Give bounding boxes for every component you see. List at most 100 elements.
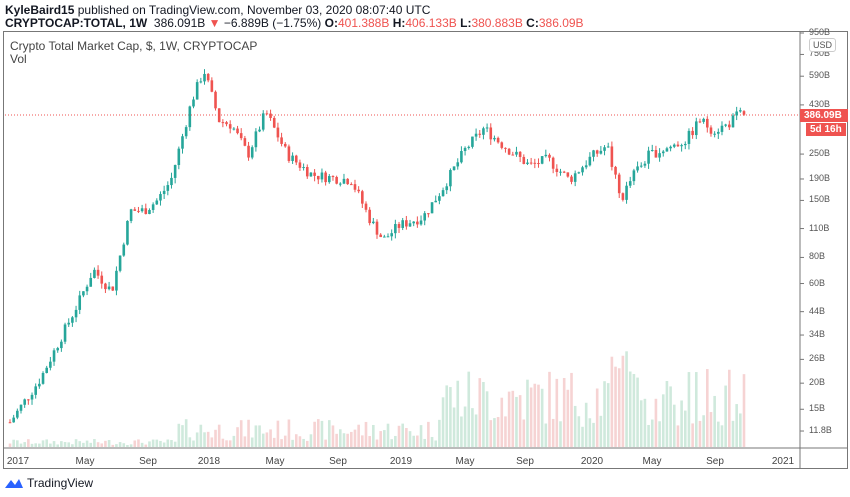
- candle-body: [34, 386, 37, 395]
- volume-bar: [647, 424, 650, 447]
- candle-body: [702, 118, 705, 122]
- candle-body: [30, 394, 34, 400]
- volume-bar: [12, 439, 15, 447]
- author: KyleBaird15: [5, 3, 75, 17]
- volume-bar: [445, 385, 449, 447]
- candle-body: [717, 131, 720, 134]
- volume-bar: [691, 423, 694, 447]
- volume-bar: [239, 420, 243, 447]
- candle-body: [159, 194, 162, 201]
- volume-bar: [294, 434, 298, 447]
- tradingview-logo[interactable]: TradingView: [4, 476, 93, 490]
- candle-body: [217, 108, 221, 123]
- volume-bar: [430, 436, 434, 447]
- candle-body: [192, 99, 195, 107]
- volume-bar: [346, 433, 349, 447]
- candle-body: [654, 150, 658, 158]
- candle-body: [504, 147, 507, 149]
- candle-body: [118, 255, 122, 271]
- price-tick-label: 44B: [809, 305, 826, 316]
- volume-bar: [342, 433, 346, 447]
- candle-body: [122, 244, 126, 256]
- candle-body: [265, 113, 269, 115]
- high-label: H:: [392, 16, 406, 30]
- volume-bar: [107, 440, 111, 447]
- volume-bar: [540, 388, 544, 447]
- volume-bar: [577, 416, 581, 447]
- candle-body: [617, 174, 621, 194]
- volume-bar: [482, 381, 485, 447]
- volume-bar: [379, 431, 382, 447]
- volume-bar: [74, 439, 78, 447]
- volume-bar: [155, 439, 159, 447]
- candle-body: [339, 183, 342, 185]
- volume-bar: [456, 380, 460, 447]
- candle-body: [672, 144, 676, 147]
- candle-body: [294, 155, 298, 163]
- candle-body: [511, 154, 515, 156]
- volume-bar: [639, 400, 643, 447]
- price-tag: 386.09B: [800, 109, 848, 122]
- candle-body: [148, 209, 151, 215]
- candle-body: [555, 168, 559, 173]
- time-tick-label: 2020: [580, 456, 604, 467]
- candle-body: [588, 156, 592, 166]
- candle-body: [390, 233, 393, 237]
- candle-body: [683, 143, 687, 146]
- currency-button[interactable]: USD: [809, 38, 837, 52]
- volume-bar: [265, 432, 269, 447]
- volume-bar: [247, 419, 250, 447]
- candle-body: [316, 175, 320, 180]
- candle-body: [500, 142, 504, 148]
- price-tick-label: 20B: [809, 377, 826, 388]
- candle-body: [225, 122, 228, 125]
- candle-body: [434, 200, 438, 203]
- candle-body: [342, 178, 346, 184]
- candle-body: [67, 322, 71, 325]
- candle-body: [320, 172, 324, 180]
- candle-body: [206, 73, 210, 81]
- volume-bar: [258, 425, 261, 447]
- bar-countdown: 5d 16h: [806, 123, 846, 136]
- volume-bar: [636, 377, 639, 447]
- candle-body: [669, 146, 672, 149]
- volume-bar: [82, 442, 85, 447]
- candle-body: [302, 167, 305, 169]
- candle-body: [584, 165, 588, 168]
- volume-bar: [434, 440, 438, 447]
- candle-body: [562, 171, 566, 173]
- volume-bar: [562, 378, 566, 447]
- volume-bar: [331, 425, 335, 447]
- volume-bar: [522, 419, 526, 447]
- volume-bar: [551, 418, 555, 447]
- volume-bar: [672, 404, 676, 447]
- candle-body: [709, 127, 713, 134]
- candle-body: [544, 154, 548, 157]
- volume-bar: [566, 389, 570, 447]
- candle-body: [408, 223, 412, 227]
- volume-bar: [353, 429, 357, 447]
- volume-bar: [526, 379, 529, 447]
- candle-body: [115, 270, 118, 291]
- candle-body: [397, 224, 401, 228]
- volume-bar: [41, 440, 45, 447]
- candle-body: [232, 128, 236, 130]
- volume-bar: [507, 391, 511, 447]
- chart-frame[interactable]: [3, 31, 848, 469]
- symbol: CRYPTOCAP:TOTAL, 1W: [5, 16, 148, 30]
- candle-body: [12, 417, 15, 423]
- candle-body: [126, 220, 129, 245]
- volume-bar: [474, 414, 478, 447]
- open-label: O:: [324, 16, 338, 30]
- candle-body: [724, 124, 727, 126]
- volume-bar: [364, 421, 368, 447]
- volume-bar: [177, 423, 181, 447]
- candle-body: [38, 383, 41, 387]
- last-price: 386.091B: [153, 16, 206, 30]
- candle-body: [89, 277, 93, 287]
- volume-bar: [665, 380, 669, 447]
- volume-bar: [254, 425, 258, 447]
- candle-body: [570, 176, 573, 182]
- candle-body: [261, 113, 265, 130]
